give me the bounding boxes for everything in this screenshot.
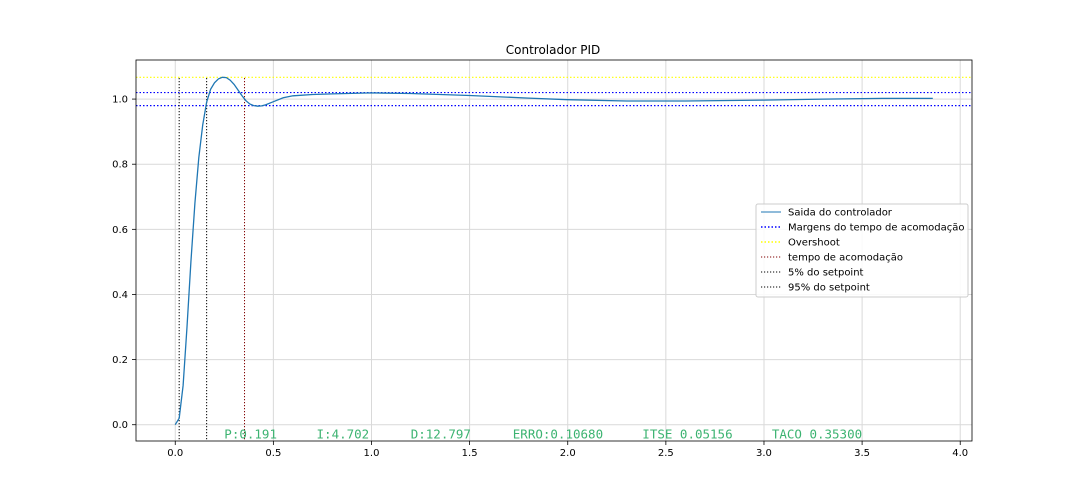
x-tick-label: 4.0	[952, 448, 968, 459]
y-tick-label: 0.2	[112, 355, 128, 366]
param-annotation: I:4.702	[317, 426, 370, 441]
series-layer	[174, 76, 933, 426]
legend-label: Margens do tempo de acomodação	[788, 223, 965, 234]
legend-label: 5% do setpoint	[788, 268, 864, 279]
legend-label: tempo de acomodação	[788, 253, 903, 264]
plot-frame	[135, 59, 973, 442]
legend-label: Overshoot	[788, 238, 840, 249]
x-tick-label: 3.5	[854, 448, 870, 459]
chart-title: Controlador PID	[506, 43, 600, 57]
x-tick-label: 2.0	[560, 448, 576, 459]
param-annotation: P:0.191	[224, 426, 277, 441]
y-tick-label: 0.6	[112, 225, 128, 236]
pid-parameters: P:0.191 I:4.702 D:12.797 ERRO:0.10680 ITSE 0…	[224, 426, 862, 441]
y-tick-label: 0.0	[112, 420, 128, 431]
x-tick-label: 0.0	[167, 448, 183, 459]
x-tick-label: 2.5	[658, 448, 674, 459]
legend: Saida do controlador Margens do tempo de …	[755, 203, 969, 298]
legend-label: Saida do controlador	[788, 208, 893, 219]
y-tick-label: 0.8	[112, 160, 128, 171]
x-tick-label: 0.5	[265, 448, 281, 459]
param-annotation: TACO 0.35300	[772, 426, 862, 441]
reference-lines	[136, 76, 972, 441]
controller-output-line	[174, 76, 933, 426]
param-annotation: ITSE 0.05156	[642, 426, 732, 441]
axes: 0.0 0.5 1.0 1.5 2.0 2.5 3.0 3.5 4.0 0.0 0.2 0.4 0.6 0…	[112, 95, 968, 459]
y-tick-label: 0.4	[112, 290, 128, 301]
param-annotation: D:12.797	[411, 426, 471, 441]
x-tick-label: 1.5	[462, 448, 478, 459]
legend-box	[755, 203, 969, 298]
legend-label: 95% do setpoint	[788, 283, 870, 294]
y-tick-label: 1.0	[112, 95, 128, 106]
x-tick-label: 3.0	[756, 448, 772, 459]
param-annotation: ERRO:0.10680	[513, 426, 603, 441]
x-tick-label: 1.0	[364, 448, 380, 459]
